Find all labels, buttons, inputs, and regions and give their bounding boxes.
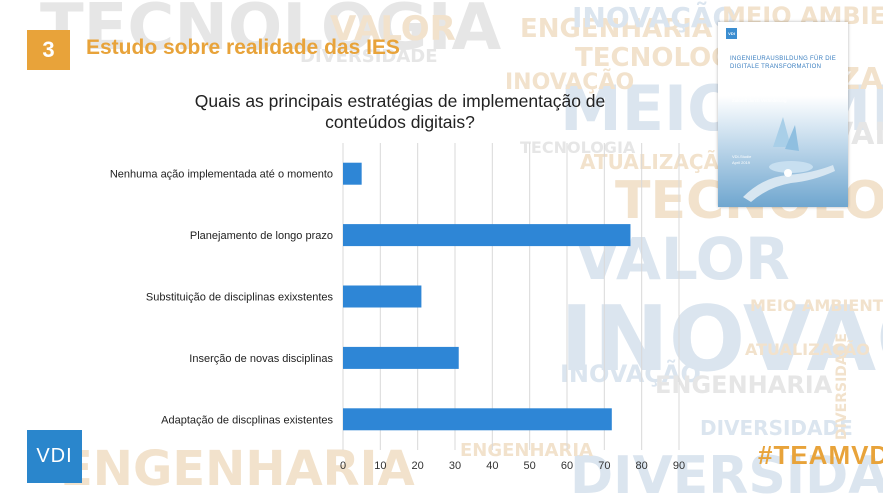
- bar: [343, 285, 422, 308]
- background-word: Inovação: [572, 1, 737, 34]
- background-word: Engenharia: [60, 441, 415, 495]
- x-tick-label: 30: [449, 460, 461, 472]
- category-label: Inserção de novas disciplinas: [189, 353, 333, 365]
- background-word: Valor: [330, 9, 456, 49]
- background-word: Tecnologia: [40, 0, 502, 65]
- cover-vdi-logo: VDI: [726, 28, 737, 39]
- bar: [343, 408, 612, 431]
- cover-study-date: April 2019: [732, 160, 751, 165]
- x-tick-label: 90: [673, 460, 685, 472]
- background-word: Tecnologia: [520, 138, 636, 157]
- background-word: Diversidade: [570, 446, 883, 495]
- background-word: Diversidade: [300, 46, 438, 67]
- x-tick-label: 70: [598, 460, 610, 472]
- x-tick-label: 20: [412, 460, 424, 472]
- background-word: Inovação: [560, 360, 701, 388]
- background-word: Meio Ambiente: [750, 296, 883, 315]
- x-tick-label: 0: [340, 460, 346, 472]
- background-word: Engenharia: [655, 371, 833, 399]
- background-word: Inovação: [505, 70, 635, 95]
- study-cover-image: VDI INGENIEURAUSBILDUNG FÜR DIE DIGITALE…: [718, 22, 848, 207]
- slide-number-badge: 3: [27, 30, 70, 70]
- slide-title: Estudo sobre realidade das IES: [86, 36, 400, 59]
- background-word: Inovação: [560, 287, 883, 392]
- category-label: Planejamento de longo prazo: [190, 230, 333, 242]
- x-tick-label: 10: [374, 460, 386, 472]
- background-word: Engenharia: [520, 14, 713, 44]
- x-tick-label: 60: [561, 460, 573, 472]
- cover-study-label: VDI-Studie: [732, 154, 752, 159]
- bar: [343, 224, 631, 247]
- x-tick-label: 50: [524, 460, 536, 472]
- category-label: Nenhuma ação implementada até o momento: [110, 169, 333, 181]
- bar: [343, 162, 362, 185]
- category-label: Substituição de disciplinas exixstentes: [146, 292, 334, 304]
- category-label: Adaptação de discplinas existentes: [161, 414, 333, 426]
- cover-study-info: VDI-Studie April 2019: [732, 154, 751, 166]
- x-tick-label: 40: [486, 460, 498, 472]
- background-word: Diversidade: [700, 416, 853, 440]
- vdi-logo: VDI: [27, 430, 82, 483]
- background-word: Atualização: [580, 150, 736, 174]
- cover-subtitle: Zukunft durch Veränderung: [732, 98, 787, 103]
- robot-hand-illustration: [743, 117, 835, 202]
- x-tick-label: 80: [636, 460, 648, 472]
- bar: [343, 346, 459, 369]
- chart-title: Quais as principais estratégias de imple…: [194, 91, 606, 132]
- cover-heading: INGENIEURAUSBILDUNG FÜR DIE DIGITALE TRA…: [730, 56, 837, 70]
- team-vdi-hashtag: #TEAMVDI: [758, 440, 883, 470]
- background-word: Atualização: [745, 340, 870, 359]
- background-word: Engenharia: [460, 440, 593, 461]
